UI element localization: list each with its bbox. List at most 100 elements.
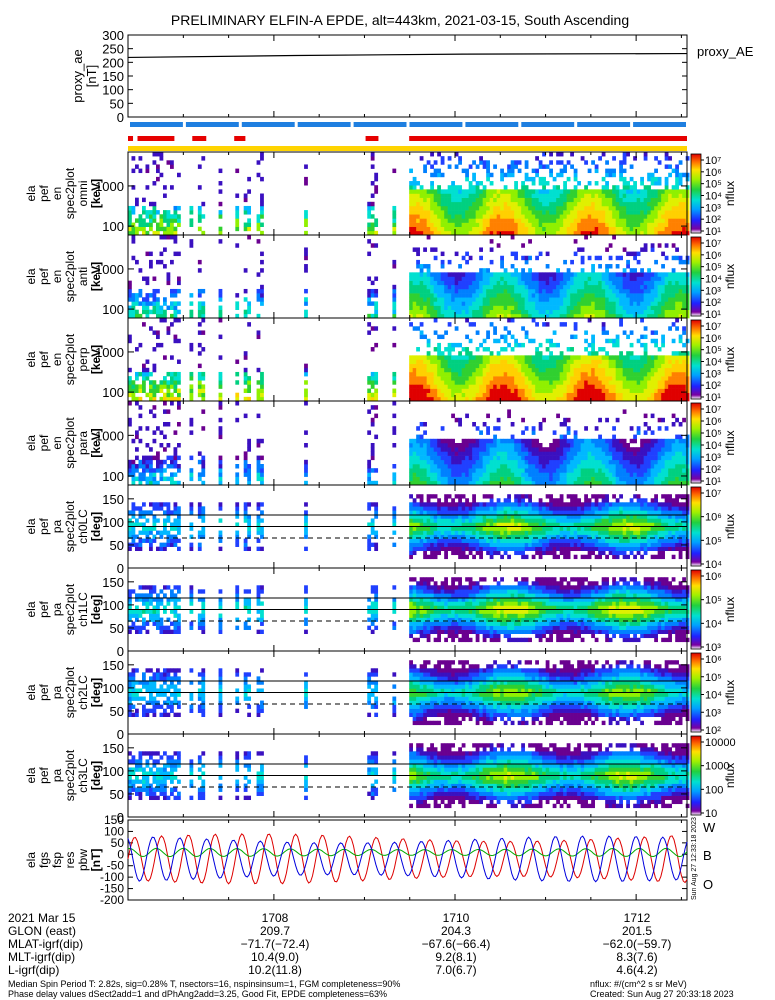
spectrogram-cell — [608, 447, 613, 452]
spectrogram-cell — [149, 480, 153, 486]
spectrogram-cell — [489, 384, 494, 389]
spectrogram-cell — [430, 193, 434, 198]
spectrogram-cell — [566, 301, 571, 306]
spectrogram-cell — [542, 197, 546, 203]
spectrogram-cell — [605, 443, 609, 448]
spectrogram-cell — [552, 392, 557, 398]
spectrogram-cell — [650, 226, 655, 232]
spectrogram-cell — [591, 264, 595, 269]
spectrogram-cell — [671, 443, 676, 448]
spectrogram-cell — [538, 309, 543, 315]
spectrogram-cell — [605, 214, 609, 219]
spectrogram-cell — [458, 480, 462, 486]
spectrogram-cell — [437, 447, 441, 452]
spectrogram-cell — [461, 347, 466, 352]
spectrogram-cell — [556, 443, 560, 448]
spectrogram-cell — [454, 464, 459, 469]
spectrogram-cell — [304, 297, 308, 302]
spectrogram-cell — [156, 226, 160, 232]
spectrogram-cell — [619, 272, 623, 277]
spectrogram-cell — [521, 459, 525, 465]
spectrogram-cell — [622, 409, 627, 414]
spectrogram-cell — [416, 214, 420, 219]
spectrogram-cell — [685, 288, 690, 294]
spectrogram-cell — [486, 226, 490, 232]
spectrogram-cell — [468, 363, 473, 369]
spectrogram-cell — [465, 226, 469, 232]
y-axis-label-line: pef — [37, 184, 51, 201]
spectrogram-cell — [685, 230, 690, 236]
spectrogram-cell — [218, 297, 223, 302]
spectrogram-cell — [479, 447, 483, 452]
spectrogram-cell — [685, 363, 690, 369]
spectrogram-cell — [535, 380, 539, 385]
spectrogram-cell — [608, 388, 613, 393]
spectrogram-cell — [608, 380, 613, 385]
spectrogram-cell — [166, 214, 171, 219]
spectrogram-cell — [678, 468, 683, 473]
spectrogram-cell — [661, 443, 665, 448]
spectrogram-cell — [423, 168, 427, 174]
spectrogram-cell — [552, 355, 557, 360]
spectrogram-cell — [152, 384, 157, 389]
spectrogram-cell — [605, 330, 609, 335]
spectrogram-cell — [566, 480, 571, 486]
spectrogram-cell — [587, 363, 592, 369]
spectrogram-cell — [437, 313, 441, 319]
spectrogram-cell — [521, 197, 525, 203]
spectrogram-cell — [598, 309, 602, 315]
spectrogram-cell — [591, 293, 595, 298]
spectrogram-cell — [131, 384, 136, 389]
spectrogram-cell — [640, 305, 644, 310]
spectrogram-cell — [461, 276, 466, 281]
spectrogram-cell — [643, 326, 648, 331]
spectrogram-cell — [552, 176, 557, 182]
spectrogram-cell — [559, 367, 564, 373]
spectrogram-cell — [542, 363, 546, 369]
spectrogram-cell — [528, 284, 532, 290]
spectrogram-cell — [626, 443, 630, 448]
spectrogram-cell — [605, 472, 609, 477]
spectrogram-cell — [416, 447, 420, 452]
spectrogram-cell — [468, 451, 473, 456]
spectrogram-cell — [566, 347, 571, 352]
spectrogram-cell — [538, 222, 543, 227]
spectrogram-cell — [472, 396, 476, 402]
spectrogram-cell — [370, 156, 375, 161]
spectrogram-cell — [489, 201, 494, 207]
spectrogram-cell — [430, 297, 434, 302]
spectrogram-cell — [517, 392, 522, 398]
spectrogram-cell — [472, 272, 476, 277]
spectrogram-cell — [545, 464, 550, 469]
spectrogram-cell — [685, 272, 690, 277]
spectrogram-cell — [444, 384, 448, 389]
spectrogram-cell — [636, 218, 641, 223]
spectrogram-cell — [458, 417, 462, 423]
spectrogram-cell — [535, 205, 539, 211]
spectrogram-cell — [256, 239, 261, 244]
spectrogram-cell — [580, 464, 585, 469]
spectrogram-cell — [419, 355, 424, 360]
spectrogram-cell — [654, 468, 658, 473]
spectrogram-cell — [256, 396, 261, 402]
spectrogram-cell — [419, 380, 424, 385]
spectrogram-cell — [482, 222, 487, 227]
spectrogram-cell — [598, 443, 602, 448]
spectrogram-cell — [451, 230, 455, 236]
spectrogram-cell — [661, 355, 665, 360]
spectrogram-cell — [643, 334, 648, 340]
spectrogram-cell — [374, 172, 379, 178]
spectrogram-cell — [493, 222, 497, 227]
spectrogram-cell — [594, 293, 599, 298]
spectrogram-cell — [675, 464, 679, 469]
spectrogram-cell — [647, 371, 651, 377]
spectrogram-cell — [458, 226, 462, 232]
spectrogram-cell — [559, 313, 564, 319]
spectrogram-cell — [531, 218, 536, 223]
spectrogram-cell — [675, 189, 679, 194]
spectrogram-cell — [461, 376, 466, 381]
spectrogram-cell — [580, 288, 585, 294]
spectrogram-cell — [566, 472, 571, 477]
spectrogram-cell — [591, 268, 595, 273]
spectrogram-cell — [619, 172, 623, 178]
